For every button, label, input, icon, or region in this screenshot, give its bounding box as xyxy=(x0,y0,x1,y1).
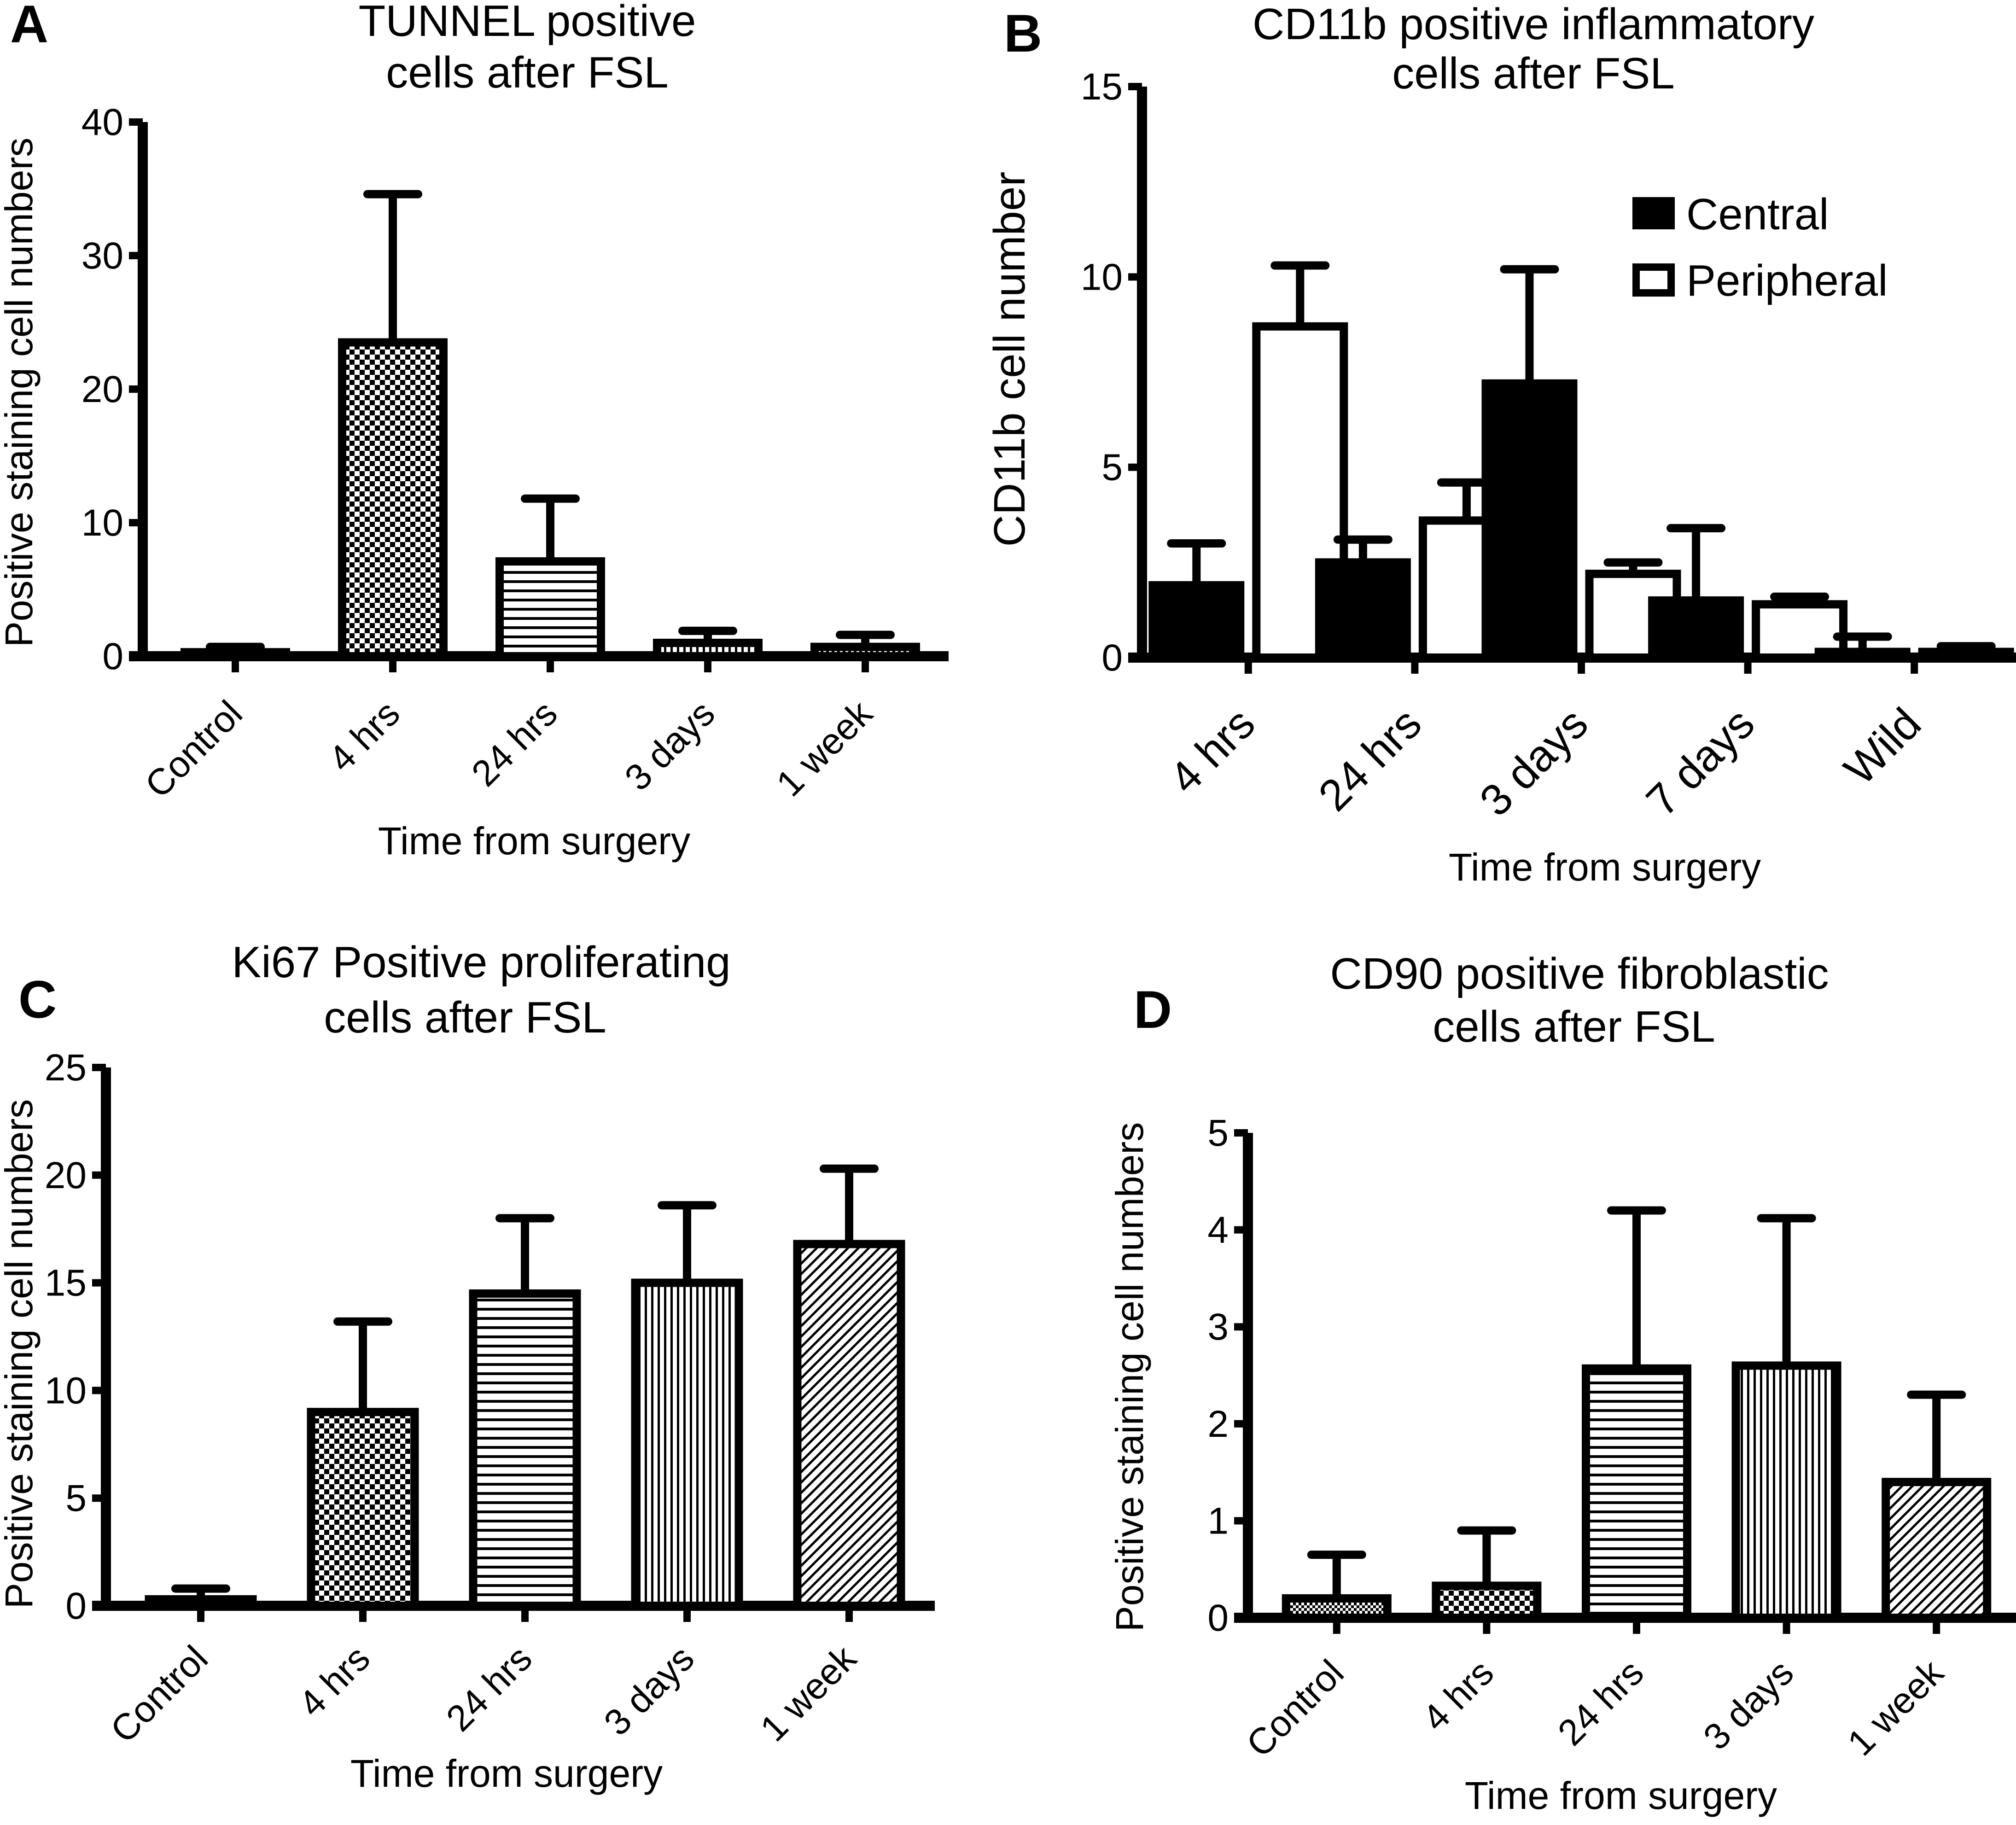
bar xyxy=(495,557,605,660)
bar xyxy=(1432,1581,1542,1622)
bar-peripheral xyxy=(1918,647,2014,662)
panel-d: D CD90 positive fibroblastic cells after… xyxy=(1108,949,2016,1817)
x-tick-label: 1 week xyxy=(1840,1651,1952,1763)
chart-title-line-2: cells after FSL xyxy=(386,48,669,97)
x-tick-label: 3 days xyxy=(1470,699,1597,826)
x-tick-label: 24 hrs xyxy=(438,1638,540,1739)
y-axis-title: Positive staining cell numbers xyxy=(0,138,41,647)
bar xyxy=(1582,1364,1691,1622)
x-tick-label: 1 week xyxy=(752,1637,864,1749)
legend-swatch-peripheral xyxy=(1632,263,1675,297)
panel-c: C Ki67 Positive proliferating cells afte… xyxy=(0,938,935,1795)
bar xyxy=(1731,1361,1841,1622)
chart-title-line-2: cells after FSL xyxy=(1392,49,1675,98)
x-tick-label: 3 days xyxy=(1696,1652,1801,1758)
y-tick-label: 15 xyxy=(1081,66,1123,108)
legend-label-central: Central xyxy=(1686,190,1829,239)
y-tick-label: 20 xyxy=(45,1154,87,1196)
bar xyxy=(1882,1478,1992,1622)
legend: Central Peripheral xyxy=(1632,190,1888,305)
x-tick-label: 24 hrs xyxy=(1309,699,1431,820)
bar-central xyxy=(1481,379,1578,662)
y-tick-label: 0 xyxy=(1207,1597,1229,1639)
x-axis-title: Time from surgery xyxy=(350,1752,663,1795)
panel-letter-c: C xyxy=(18,970,57,1029)
bar xyxy=(181,648,290,661)
y-tick-label: 0 xyxy=(102,636,123,677)
y-axis-title: CD11b cell number xyxy=(985,172,1034,547)
legend-label-peripheral: Peripheral xyxy=(1686,256,1888,305)
bar-central xyxy=(1648,596,1744,662)
y-tick-label: 5 xyxy=(1101,447,1123,489)
x-tick-label: 4 hrs xyxy=(1415,1652,1502,1739)
y-axis-title: Positive staining cell numbers xyxy=(1108,1122,1151,1632)
x-tick-label: 24 hrs xyxy=(1550,1652,1651,1753)
y-tick-label: 5 xyxy=(1207,1112,1229,1154)
x-tick-label: 3 days xyxy=(596,1638,702,1743)
x-tick-label: 3 days xyxy=(617,693,722,799)
x-axis-title: Time from surgery xyxy=(1449,845,1761,889)
plot-area-c: 0 5 10 15 20 25 Control 4 hrs 24 hrs 3 days 1 week xyxy=(45,1047,935,1750)
y-tick-label: 10 xyxy=(45,1370,87,1411)
x-tick-label: Control xyxy=(103,1638,216,1750)
bar xyxy=(145,1595,257,1610)
y-axis-title: Positive staining cell numbers xyxy=(0,1099,41,1609)
panel-letter-b: B xyxy=(1004,4,1042,63)
panel-a: A TUNNEL positive cells after FSL Positi… xyxy=(0,0,949,863)
y-tick-label: 20 xyxy=(82,368,123,410)
x-tick-label: 4 hrs xyxy=(1160,699,1264,803)
panel-b: B CD11b positive inflammatory cells afte… xyxy=(985,0,2016,889)
y-tick-label: 10 xyxy=(82,502,123,544)
y-tick-label: 5 xyxy=(65,1477,87,1519)
panel-letter-a: A xyxy=(10,0,48,54)
y-tick-label: 40 xyxy=(82,101,123,143)
x-tick-label: Control xyxy=(1239,1652,1352,1765)
plot-area-b: 0 5 10 15 4 hrs 24 hrs 3 days 7 days Wild xyxy=(1081,66,2016,826)
x-tick-label: 4 hrs xyxy=(291,1638,378,1725)
chart-title-line-2: cells after FSL xyxy=(324,993,606,1042)
chart-title-line-1: CD11b positive inflammatory xyxy=(1253,0,1814,49)
plot-area-a: 0 10 20 30 40 Control 4 hrs 24 hrs 3 days 1 week xyxy=(82,101,949,805)
plot-area-d: 0 1 2 3 4 5 Control 4 hrs 24 hrs 3 days 1 week xyxy=(1207,1112,2016,1765)
x-tick-label: 7 days xyxy=(1637,699,1764,826)
x-axis-title: Time from surgery xyxy=(378,819,690,863)
bar xyxy=(307,1408,419,1610)
x-tick-label: 24 hrs xyxy=(464,693,565,794)
bar xyxy=(653,639,763,660)
y-tick-label: 25 xyxy=(45,1047,87,1089)
y-tick-label: 15 xyxy=(45,1262,87,1304)
bar xyxy=(338,338,448,660)
chart-title-line-2: cells after FSL xyxy=(1433,1002,1715,1051)
bar xyxy=(810,642,920,660)
x-tick-label: 4 hrs xyxy=(320,693,408,780)
y-tick-label: 0 xyxy=(65,1585,87,1627)
bar xyxy=(1282,1594,1392,1622)
x-tick-label: 1 week xyxy=(769,692,880,804)
bar-central xyxy=(1315,558,1411,662)
chart-title-line-1: TUNNEL positive xyxy=(359,0,696,46)
y-tick-label: 1 xyxy=(1207,1500,1229,1542)
x-axis-title: Time from surgery xyxy=(1465,1774,1777,1817)
y-tick-label: 4 xyxy=(1207,1209,1229,1251)
y-tick-label: 3 xyxy=(1207,1306,1229,1348)
y-tick-label: 0 xyxy=(1101,637,1123,679)
bar xyxy=(793,1240,905,1610)
bar xyxy=(469,1289,581,1610)
y-tick-label: 2 xyxy=(1207,1403,1229,1445)
y-tick-label: 30 xyxy=(82,235,123,277)
x-tick-label: Control xyxy=(137,693,250,805)
panel-letter-d: D xyxy=(1134,980,1172,1039)
bar-central xyxy=(1148,581,1245,662)
bar xyxy=(631,1278,743,1610)
legend-swatch-central xyxy=(1632,197,1675,229)
y-tick-label: 10 xyxy=(1081,256,1123,298)
chart-title-line-1: Ki67 Positive proliferating xyxy=(232,938,730,987)
x-tick-label: Wild xyxy=(1835,699,1930,794)
chart-title-line-1: CD90 positive fibroblastic xyxy=(1330,949,1829,998)
bar-central xyxy=(1814,647,1911,662)
